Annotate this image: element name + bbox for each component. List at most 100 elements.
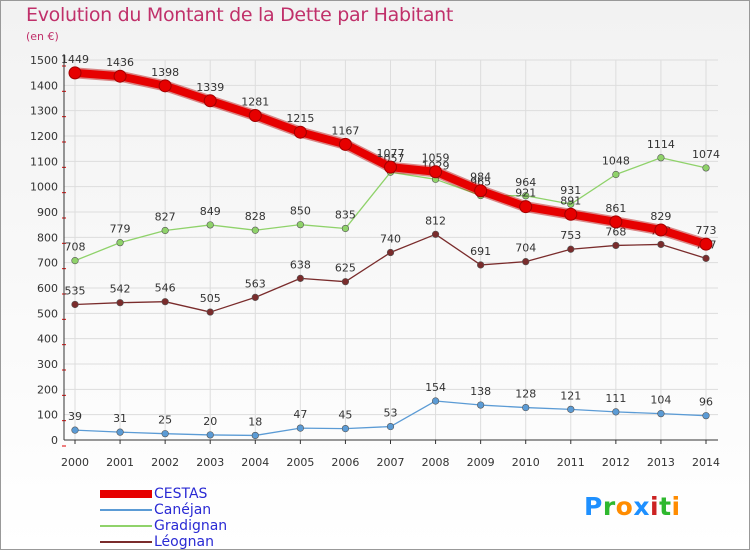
y-tick-label: 300: [37, 358, 58, 371]
data-point-gradignan: [522, 192, 530, 200]
data-label-can-jan: 53: [384, 407, 398, 420]
data-point-can-jan: [567, 405, 575, 413]
y-tick-label: 1300: [30, 105, 58, 118]
data-point-can-jan: [71, 426, 79, 434]
data-point-can-jan: [386, 422, 395, 431]
data-label-cestas: 1059: [422, 152, 450, 165]
data-label-gradignan: 849: [200, 205, 221, 218]
data-label-gradignan: 1074: [692, 148, 720, 161]
data-label-can-jan: 128: [515, 388, 536, 401]
y-tick-label: 1100: [30, 155, 58, 168]
data-label-cestas: 1449: [61, 53, 89, 66]
data-point-gradignan: [251, 226, 259, 234]
data-point-gradignan: [296, 221, 304, 229]
data-label-gradignan: 708: [65, 241, 86, 254]
data-point-can-jan: [206, 431, 214, 439]
data-point-l-ognan: [612, 241, 620, 250]
data-label-l-ognan: 625: [335, 262, 356, 275]
data-label-cestas: 1398: [151, 66, 179, 79]
data-label-cestas: 829: [650, 210, 671, 223]
data-point-can-jan: [477, 401, 485, 409]
data-point-cestas: [654, 223, 668, 237]
data-label-l-ognan: 505: [200, 292, 221, 305]
data-point-l-ognan: [116, 299, 124, 307]
data-label-l-ognan: 768: [605, 225, 626, 238]
data-label-l-ognan: 546: [155, 282, 176, 295]
x-tick-label: 2005: [286, 456, 314, 469]
data-point-l-ognan: [567, 245, 575, 253]
data-point-cestas: [474, 184, 488, 198]
data-point-cestas: [293, 125, 307, 139]
x-tick-label: 2007: [377, 456, 405, 469]
data-point-l-ognan: [431, 230, 440, 238]
data-label-cestas: 984: [470, 171, 491, 184]
data-label-gradignan: 1114: [647, 138, 675, 151]
data-point-cestas: [519, 200, 533, 214]
data-label-can-jan: 111: [605, 392, 626, 405]
data-label-cestas: 1215: [286, 112, 314, 125]
y-tick-label: 1500: [30, 54, 58, 67]
y-tick-label: 1400: [30, 79, 58, 92]
data-point-can-jan: [431, 397, 440, 405]
proxiti-logo: Proxiti: [584, 492, 681, 521]
legend-swatch-cestas: [100, 490, 152, 498]
logo-letter: x: [633, 492, 650, 521]
data-point-gradignan: [206, 221, 214, 229]
data-label-l-ognan: 812: [425, 214, 446, 227]
logo-letter: o: [615, 492, 634, 521]
data-point-can-jan: [657, 410, 665, 418]
data-label-gradignan: 828: [245, 210, 266, 223]
y-tick-label: 0: [51, 434, 58, 447]
data-point-gradignan: [116, 239, 124, 247]
data-label-cestas: 1167: [331, 124, 359, 137]
y-tick-label: 500: [37, 307, 58, 320]
y-tick-label: 200: [37, 383, 58, 396]
data-label-can-jan: 138: [470, 385, 491, 398]
x-tick-label: 2001: [106, 456, 134, 469]
data-point-gradignan: [71, 257, 79, 265]
data-label-can-jan: 31: [113, 412, 127, 425]
data-point-can-jan: [161, 430, 169, 438]
data-point-cestas: [113, 69, 127, 83]
data-point-cestas: [158, 79, 172, 93]
y-tick-label: 700: [37, 257, 58, 270]
x-tick-label: 2000: [61, 456, 89, 469]
data-point-gradignan: [567, 200, 575, 208]
data-label-cestas: 1436: [106, 56, 134, 69]
data-point-cestas: [68, 66, 82, 80]
data-label-can-jan: 39: [68, 410, 82, 423]
x-tick-label: 2010: [512, 456, 540, 469]
x-tick-label: 2004: [241, 456, 269, 469]
data-point-l-ognan: [296, 274, 304, 282]
data-point-gradignan: [161, 226, 169, 235]
data-label-can-jan: 18: [248, 415, 262, 428]
data-label-gradignan: 1048: [602, 155, 630, 168]
data-point-can-jan: [702, 412, 710, 420]
x-tick-label: 2012: [602, 456, 630, 469]
legend-label-can-jan: Canéjan: [154, 502, 212, 518]
data-label-can-jan: 104: [650, 394, 671, 407]
data-label-gradignan: 931: [560, 184, 581, 197]
legend-label-gradignan: Gradignan: [154, 518, 228, 534]
logo-letter: t: [659, 492, 672, 521]
x-tick-label: 2011: [557, 456, 585, 469]
data-point-l-ognan: [71, 300, 79, 309]
data-label-gradignan: 779: [110, 223, 131, 236]
data-label-l-ognan: 704: [515, 242, 536, 255]
data-point-can-jan: [341, 425, 350, 433]
data-point-l-ognan: [657, 240, 665, 249]
data-point-l-ognan: [206, 308, 214, 316]
logo-letter: P: [584, 492, 603, 521]
legend-label-l-ognan: Léognan: [154, 534, 214, 550]
data-label-cestas: 1339: [196, 81, 224, 94]
y-tick-label: 800: [37, 231, 58, 244]
y-tick-label: 600: [37, 282, 58, 295]
data-point-l-ognan: [341, 278, 350, 286]
data-point-l-ognan: [522, 258, 530, 266]
y-tick-label: 900: [37, 206, 58, 219]
data-label-l-ognan: 535: [65, 284, 86, 297]
data-label-cestas: 921: [515, 187, 536, 200]
logo-letter: i: [650, 492, 660, 521]
data-label-l-ognan: 563: [245, 277, 266, 290]
